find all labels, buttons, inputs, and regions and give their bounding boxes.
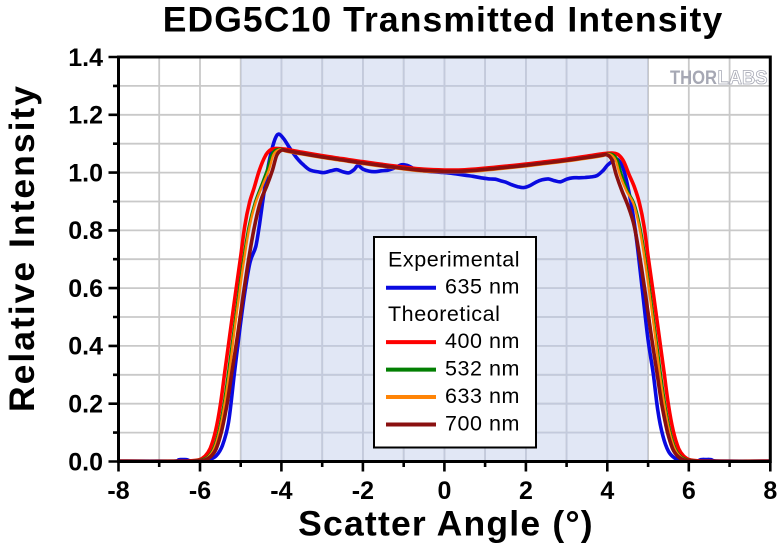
svg-text:0.8: 0.8 (68, 217, 103, 245)
svg-text:EDG5C10 Transmitted Intensity: EDG5C10 Transmitted Intensity (163, 0, 724, 40)
svg-text:1.0: 1.0 (68, 159, 103, 187)
svg-text:8: 8 (763, 477, 777, 505)
svg-text:532 nm: 532 nm (445, 357, 520, 381)
svg-text:-6: -6 (189, 477, 211, 505)
svg-text:633 nm: 633 nm (445, 384, 520, 408)
svg-text:Experimental: Experimental (388, 248, 520, 272)
svg-text:-4: -4 (270, 477, 292, 505)
svg-text:4: 4 (600, 477, 614, 505)
svg-text:THOR: THOR (670, 67, 717, 89)
svg-text:2: 2 (519, 477, 533, 505)
svg-text:0: 0 (437, 477, 451, 505)
svg-text:400 nm: 400 nm (445, 329, 520, 353)
svg-text:635 nm: 635 nm (445, 275, 520, 299)
svg-text:-2: -2 (352, 477, 374, 505)
svg-text:1.2: 1.2 (68, 102, 103, 130)
svg-text:700 nm: 700 nm (445, 412, 520, 436)
svg-text:0.6: 0.6 (68, 275, 103, 303)
svg-text:LABS: LABS (718, 67, 768, 89)
svg-text:Relative Intensity: Relative Intensity (2, 84, 42, 412)
svg-text:-8: -8 (107, 477, 129, 505)
svg-text:Theoretical: Theoretical (388, 302, 500, 326)
svg-text:Scatter Angle (°): Scatter Angle (°) (298, 504, 594, 544)
svg-text:0.4: 0.4 (68, 333, 103, 361)
svg-text:0.2: 0.2 (68, 391, 103, 419)
svg-text:6: 6 (682, 477, 696, 505)
svg-text:0.0: 0.0 (68, 448, 103, 476)
svg-text:1.4: 1.4 (68, 44, 103, 72)
